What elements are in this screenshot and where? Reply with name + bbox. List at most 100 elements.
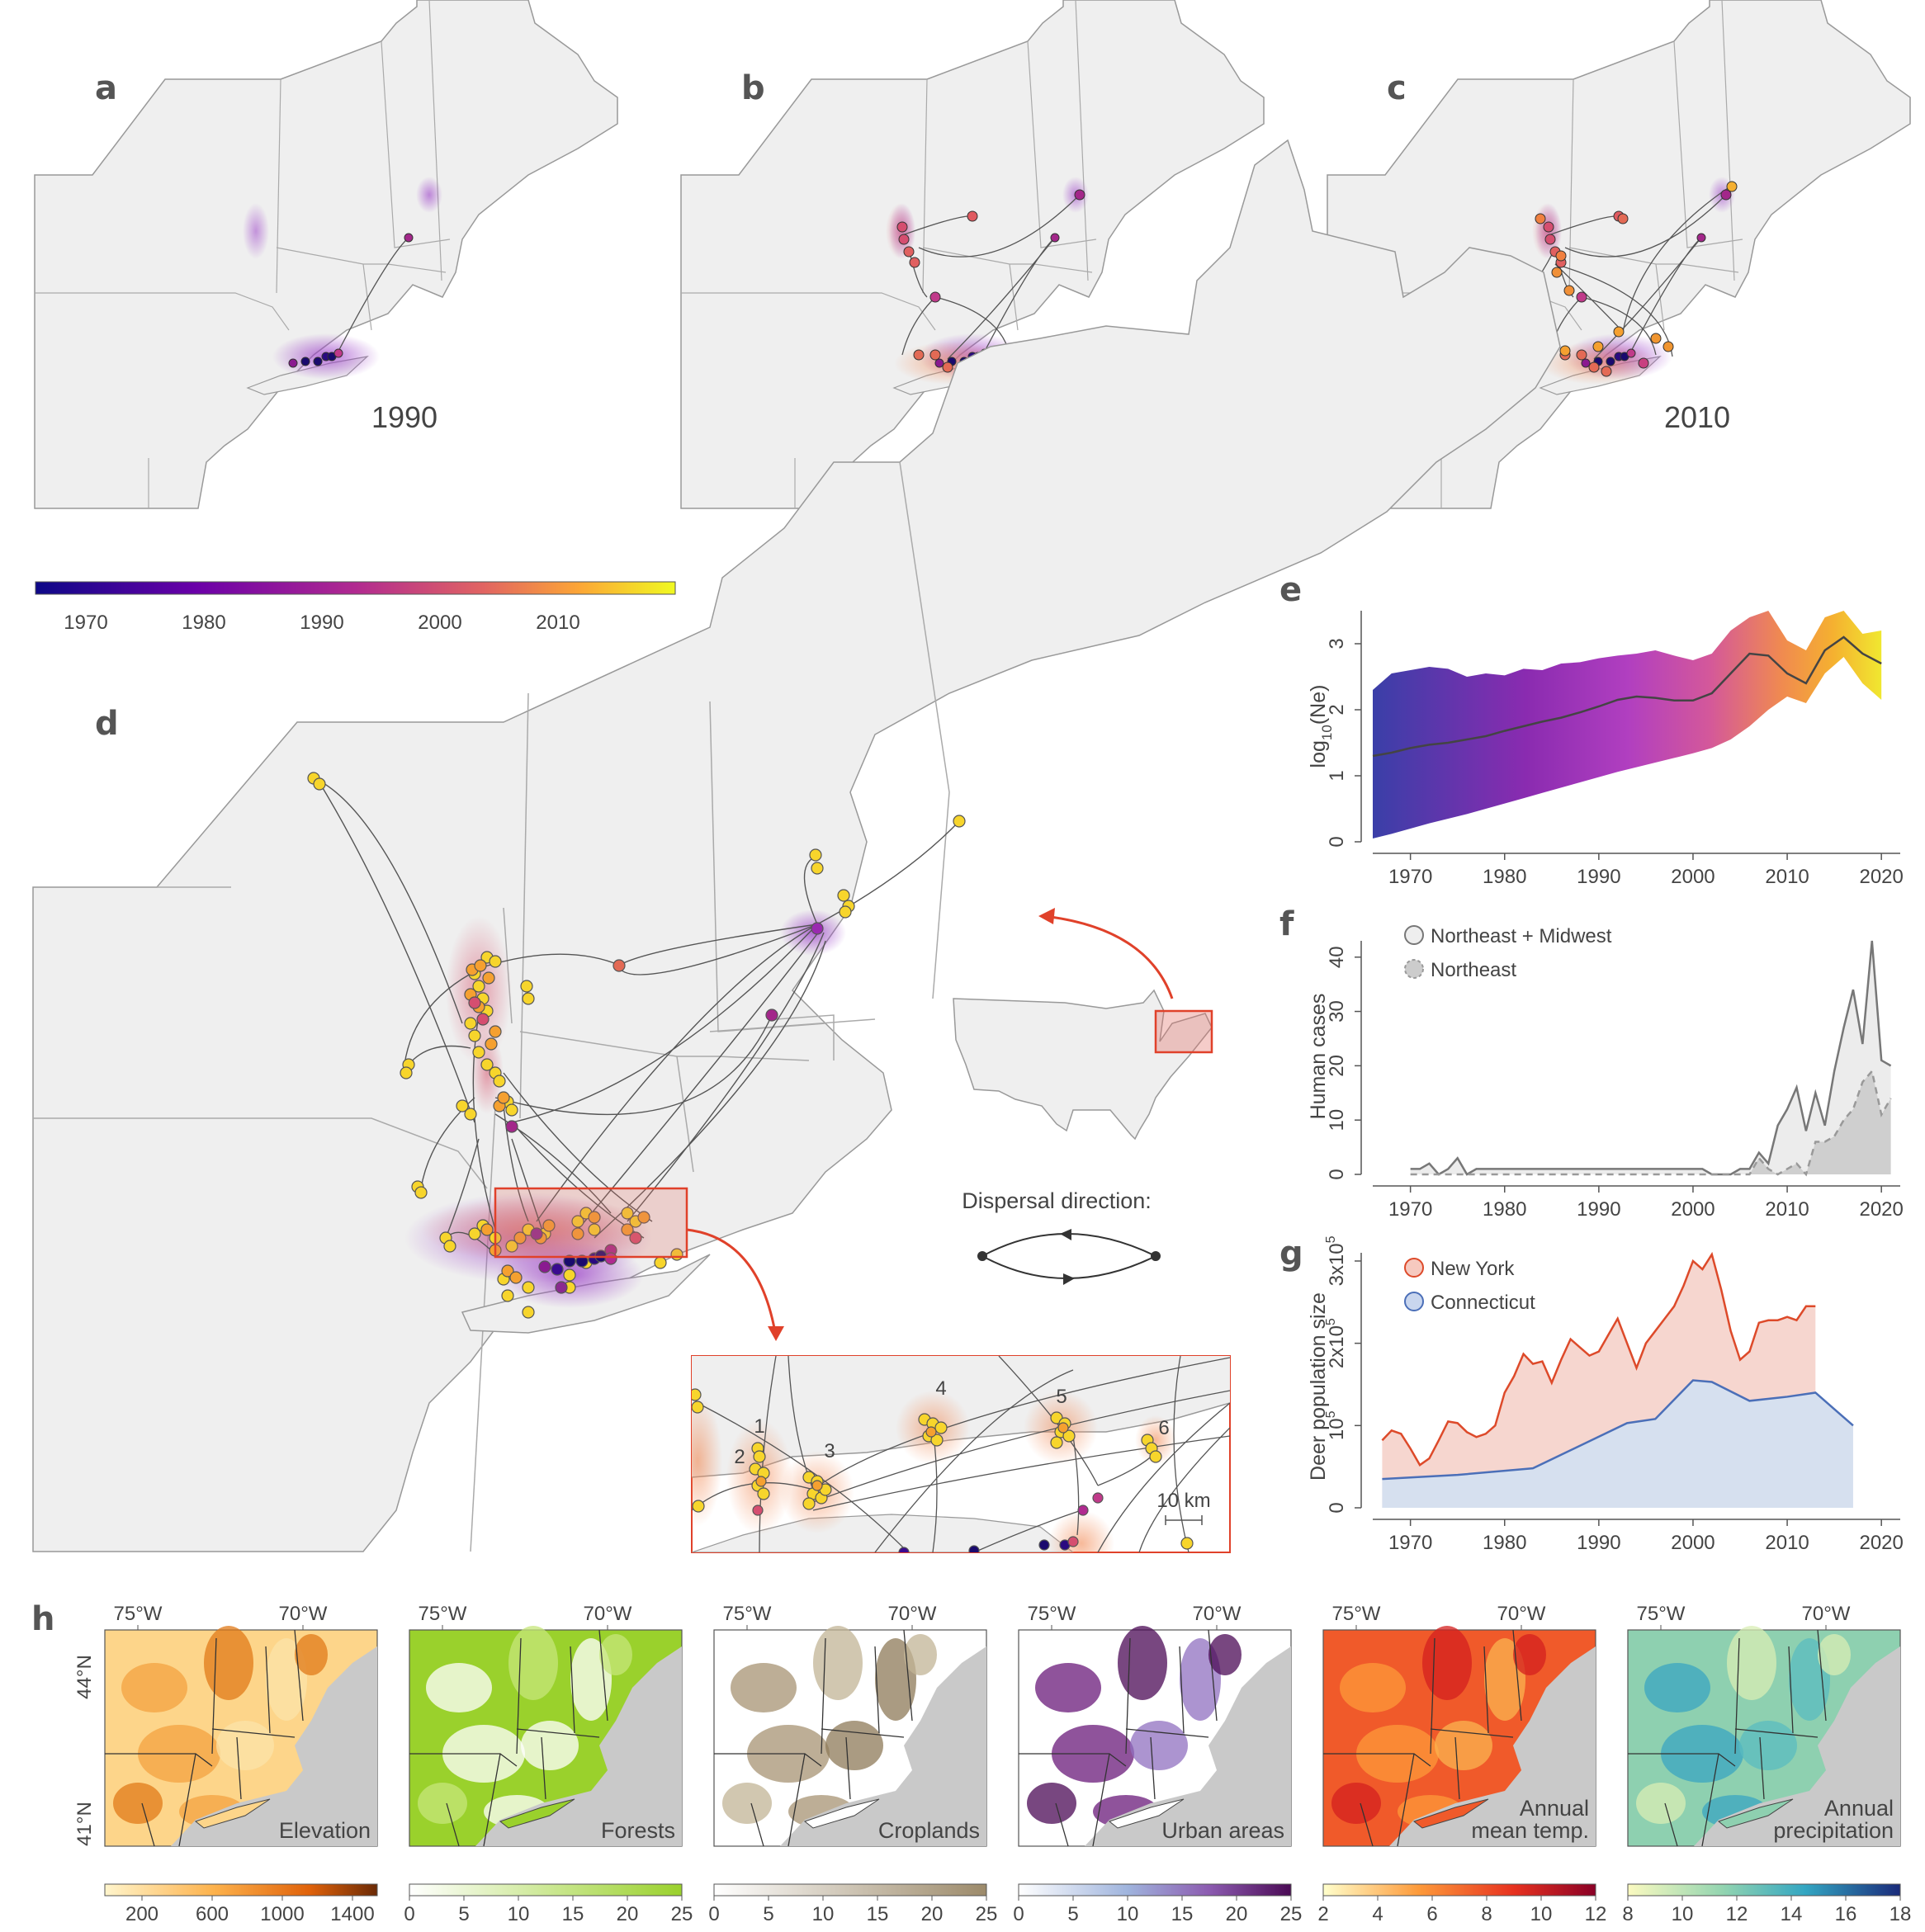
lineage-point (563, 1268, 576, 1282)
legend-label: Connecticut (1431, 1292, 1535, 1314)
lineage-point (1559, 345, 1571, 357)
state-border (387, 263, 447, 273)
map-land (680, 0, 1265, 509)
state-border (211, 1637, 217, 1755)
density-glow (692, 1395, 722, 1527)
state-border (265, 1646, 271, 1734)
lineage-point (1576, 291, 1587, 303)
lineage-point (802, 1497, 816, 1510)
env-map-3: Urban areas 75°W 70°W 0 5 10 15 20 25 (1013, 1603, 1302, 1925)
ne-confidence-band (1373, 611, 1882, 838)
env-map-texture (1340, 1663, 1406, 1712)
lineage-point (934, 1421, 948, 1434)
state-border (1483, 1646, 1489, 1734)
env-map-long-island (803, 1798, 880, 1829)
cb-tick-label: 8 (1622, 1903, 1633, 1925)
lon-label: 75°W (114, 1603, 163, 1625)
lineage-point (909, 257, 920, 268)
inset-cluster-label: 3 (824, 1440, 835, 1462)
lineage-point (288, 358, 298, 368)
env-map-texture (1727, 1626, 1776, 1700)
lineage-point (1057, 1422, 1069, 1434)
ylabel-part: (Ne) (1307, 685, 1330, 725)
state-border (381, 40, 451, 248)
state-border (1150, 1736, 1156, 1800)
lineage-point (522, 992, 535, 1005)
cb-tick-label: 20 (921, 1903, 944, 1925)
inset-cluster-label: 5 (1056, 1386, 1067, 1408)
lineage-point (757, 1487, 770, 1500)
lineage-point (313, 777, 326, 791)
lineage-point (692, 1401, 704, 1414)
state-border (211, 1728, 296, 1738)
y-axis-label: Human cases (1307, 994, 1330, 1120)
ylabel-part: log (1307, 740, 1330, 768)
x-tick-label: 1970 (1388, 1532, 1432, 1554)
lineage-point (474, 959, 487, 972)
dispersal-line (692, 1482, 814, 1511)
y-axis-label: Deer population size (1307, 1292, 1330, 1481)
state-border (1397, 1753, 1415, 1847)
lineage-point (501, 1289, 514, 1302)
dispersal-line (1072, 1435, 1080, 1536)
legend-swatch (1404, 925, 1424, 945)
y-tick-label: 0 (1326, 1502, 1348, 1513)
cb-tick-label: 2 (1317, 1903, 1328, 1925)
panel-e-chart: 1970 1980 1990 2000 2010 2020 0 1 2 3 log10(Ne) (1307, 611, 1904, 888)
lineage-point (551, 1263, 564, 1276)
lineage-point (563, 1254, 576, 1268)
dispersal-line (511, 923, 818, 1123)
colorbar-tick: 1970 (64, 612, 107, 634)
state-border (1179, 1646, 1185, 1734)
env-map-long-island (1412, 1798, 1489, 1829)
dispersal-line (1554, 263, 1624, 333)
lineage-point (1074, 189, 1085, 201)
cb-tick-label: 0 (708, 1903, 719, 1925)
panel-g-chart: 1970 1980 1990 2000 2010 202001052x1053x105De… (1307, 1235, 1904, 1554)
env-colorbar (104, 1883, 378, 1897)
env-map-texture (204, 1626, 253, 1700)
cb-tick-label: 8 (1481, 1903, 1492, 1925)
lineage-point (837, 889, 850, 902)
y-tick-label: 0 (1326, 836, 1348, 847)
lineage-point (621, 1223, 634, 1236)
env-map-title: Annual (1824, 1796, 1894, 1821)
scale-bar-label: 10 km (1156, 1490, 1210, 1512)
lineage-point (612, 959, 626, 972)
cb-tick-label: 6 (1426, 1903, 1437, 1925)
cb-tick-label: 16 (1835, 1903, 1857, 1925)
lineage-point (520, 980, 533, 993)
y-tick-label: 3x105 (1324, 1235, 1348, 1286)
state-border (874, 1646, 880, 1734)
scale-bar (1165, 1515, 1203, 1525)
lineage-point (571, 1215, 584, 1228)
lineage-point (464, 1017, 477, 1030)
lineage-point (300, 357, 310, 366)
lineage-point (1613, 326, 1625, 338)
cb-tick-label: 5 (763, 1903, 773, 1925)
env-map-texture (722, 1783, 772, 1824)
state-border (1512, 1629, 1522, 1722)
deer-area-1 (1382, 1380, 1853, 1508)
density-glow (243, 203, 269, 259)
state-border (1430, 1728, 1514, 1738)
x-tick-label: 2000 (1671, 1532, 1715, 1554)
panel-label-a: a (95, 69, 117, 107)
lineage-point (1180, 1537, 1194, 1550)
lineage-point (755, 1476, 767, 1487)
lineage-point (538, 1260, 551, 1273)
x-tick-label: 1970 (1388, 866, 1432, 888)
lineage-point (934, 358, 944, 368)
y-tick-label: 1 (1326, 770, 1348, 781)
lineage-point (811, 922, 824, 935)
lineage-points (288, 233, 414, 368)
x-tick-label: 2020 (1859, 1198, 1903, 1221)
inset-cluster-label: 1 (754, 1415, 764, 1438)
lineage-point (333, 348, 343, 358)
state-border (428, 0, 442, 281)
env-map-1: Forests 75°W 70°W 0 5 10 15 20 25 (404, 1603, 693, 1925)
env-map-texture (216, 1721, 274, 1770)
lineage-point (752, 1505, 764, 1516)
env-map-texture (1130, 1721, 1188, 1770)
